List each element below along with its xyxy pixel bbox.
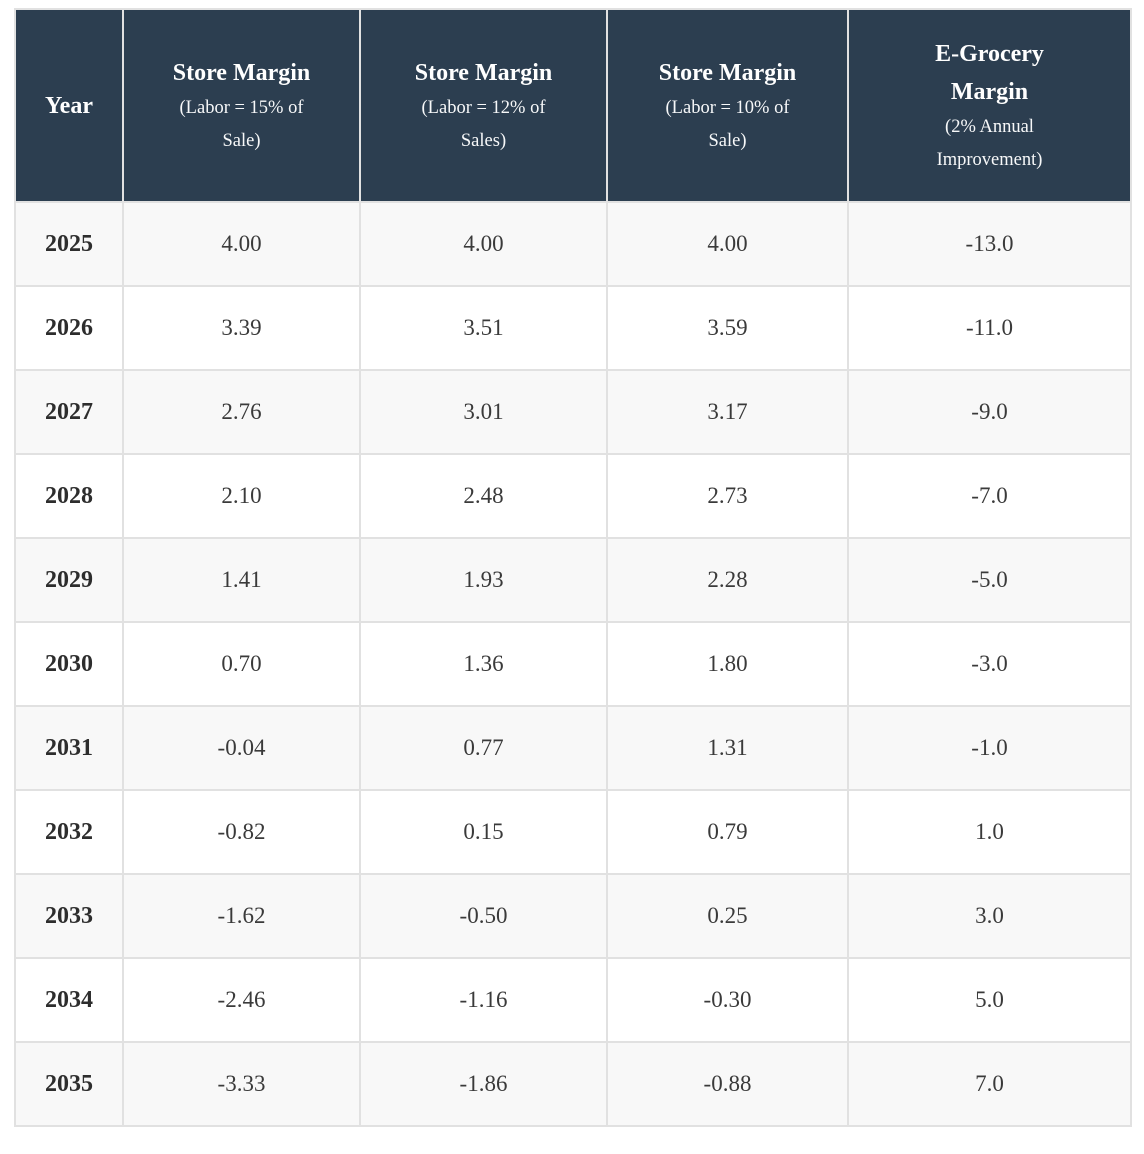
value-cell: 0.77	[359, 705, 608, 791]
value-cell: 5.0	[847, 957, 1132, 1043]
value-cell: -1.62	[122, 873, 361, 959]
value-cell: -5.0	[847, 537, 1132, 623]
value-cell: 1.41	[122, 537, 361, 623]
value-cell: 1.80	[606, 621, 849, 707]
value-cell: -9.0	[847, 369, 1132, 455]
margin-projection-table-container: Year Store Margin (Labor = 15% of Sale) …	[14, 8, 1132, 1127]
header-row: Year Store Margin (Labor = 15% of Sale) …	[14, 8, 1132, 203]
table-row: 2034 -2.46 -1.16 -0.30 5.0	[14, 957, 1132, 1043]
column-subtitle: (Labor = 12% of Sales)	[421, 97, 546, 151]
table-row: 2025 4.00 4.00 4.00 -13.0	[14, 201, 1132, 287]
table-header: Year Store Margin (Labor = 15% of Sale) …	[14, 8, 1132, 203]
table-row: 2033 -1.62 -0.50 0.25 3.0	[14, 873, 1132, 959]
value-cell: 2.28	[606, 537, 849, 623]
column-header-store-margin-12: Store Margin (Labor = 12% of Sales)	[359, 8, 608, 203]
year-cell: 2033	[14, 873, 124, 959]
value-cell: -3.0	[847, 621, 1132, 707]
column-subtitle: (Labor = 15% of Sale)	[179, 97, 304, 151]
value-cell: 1.93	[359, 537, 608, 623]
value-cell: 3.0	[847, 873, 1132, 959]
value-cell: 4.00	[359, 201, 608, 287]
value-cell: 2.48	[359, 453, 608, 539]
year-cell: 2026	[14, 285, 124, 371]
value-cell: 2.76	[122, 369, 361, 455]
year-cell: 2025	[14, 201, 124, 287]
value-cell: 1.31	[606, 705, 849, 791]
value-cell: -0.82	[122, 789, 361, 875]
column-header-store-margin-15: Store Margin (Labor = 15% of Sale)	[122, 8, 361, 203]
column-title: E-Grocery Margin	[935, 40, 1044, 105]
table-body: 2025 4.00 4.00 4.00 -13.0 2026 3.39 3.51 3.59 -11…	[14, 201, 1132, 1127]
table-row: 2031 -0.04 0.77 1.31 -1.0	[14, 705, 1132, 791]
value-cell: 4.00	[122, 201, 361, 287]
value-cell: -0.30	[606, 957, 849, 1043]
column-title: Store Margin	[172, 59, 311, 86]
column-header-egrocery-margin: E-Grocery Margin (2% Annual Improvement)	[847, 8, 1132, 203]
column-subtitle: (Labor = 10% of Sale)	[665, 97, 790, 151]
value-cell: 4.00	[606, 201, 849, 287]
value-cell: -0.88	[606, 1041, 849, 1127]
value-cell: -11.0	[847, 285, 1132, 371]
year-cell: 2035	[14, 1041, 124, 1127]
value-cell: 0.79	[606, 789, 849, 875]
year-cell: 2029	[14, 537, 124, 623]
column-title: Store Margin	[414, 59, 553, 86]
year-cell: 2030	[14, 621, 124, 707]
value-cell: -3.33	[122, 1041, 361, 1127]
value-cell: -0.50	[359, 873, 608, 959]
table-row: 2032 -0.82 0.15 0.79 1.0	[14, 789, 1132, 875]
table-row: 2030 0.70 1.36 1.80 -3.0	[14, 621, 1132, 707]
table-row: 2027 2.76 3.01 3.17 -9.0	[14, 369, 1132, 455]
value-cell: -7.0	[847, 453, 1132, 539]
year-cell: 2031	[14, 705, 124, 791]
value-cell: 2.73	[606, 453, 849, 539]
table-row: 2035 -3.33 -1.86 -0.88 7.0	[14, 1041, 1132, 1127]
value-cell: 1.36	[359, 621, 608, 707]
value-cell: -1.0	[847, 705, 1132, 791]
column-subtitle: (2% Annual Improvement)	[936, 116, 1043, 170]
column-header-year: Year	[14, 8, 124, 203]
table-row: 2028 2.10 2.48 2.73 -7.0	[14, 453, 1132, 539]
value-cell: -1.16	[359, 957, 608, 1043]
value-cell: -13.0	[847, 201, 1132, 287]
value-cell: -0.04	[122, 705, 361, 791]
value-cell: 3.39	[122, 285, 361, 371]
value-cell: 3.51	[359, 285, 608, 371]
value-cell: 3.59	[606, 285, 849, 371]
value-cell: -1.86	[359, 1041, 608, 1127]
margin-projection-table: Year Store Margin (Labor = 15% of Sale) …	[14, 8, 1132, 1127]
column-header-store-margin-10: Store Margin (Labor = 10% of Sale)	[606, 8, 849, 203]
value-cell: 3.01	[359, 369, 608, 455]
column-title: Store Margin	[658, 59, 797, 86]
table-row: 2026 3.39 3.51 3.59 -11.0	[14, 285, 1132, 371]
year-cell: 2028	[14, 453, 124, 539]
value-cell: 2.10	[122, 453, 361, 539]
value-cell: 0.70	[122, 621, 361, 707]
value-cell: 7.0	[847, 1041, 1132, 1127]
value-cell: 3.17	[606, 369, 849, 455]
table-row: 2029 1.41 1.93 2.28 -5.0	[14, 537, 1132, 623]
year-cell: 2034	[14, 957, 124, 1043]
value-cell: 1.0	[847, 789, 1132, 875]
year-cell: 2032	[14, 789, 124, 875]
value-cell: 0.25	[606, 873, 849, 959]
column-title: Year	[45, 92, 93, 119]
value-cell: 0.15	[359, 789, 608, 875]
year-cell: 2027	[14, 369, 124, 455]
value-cell: -2.46	[122, 957, 361, 1043]
